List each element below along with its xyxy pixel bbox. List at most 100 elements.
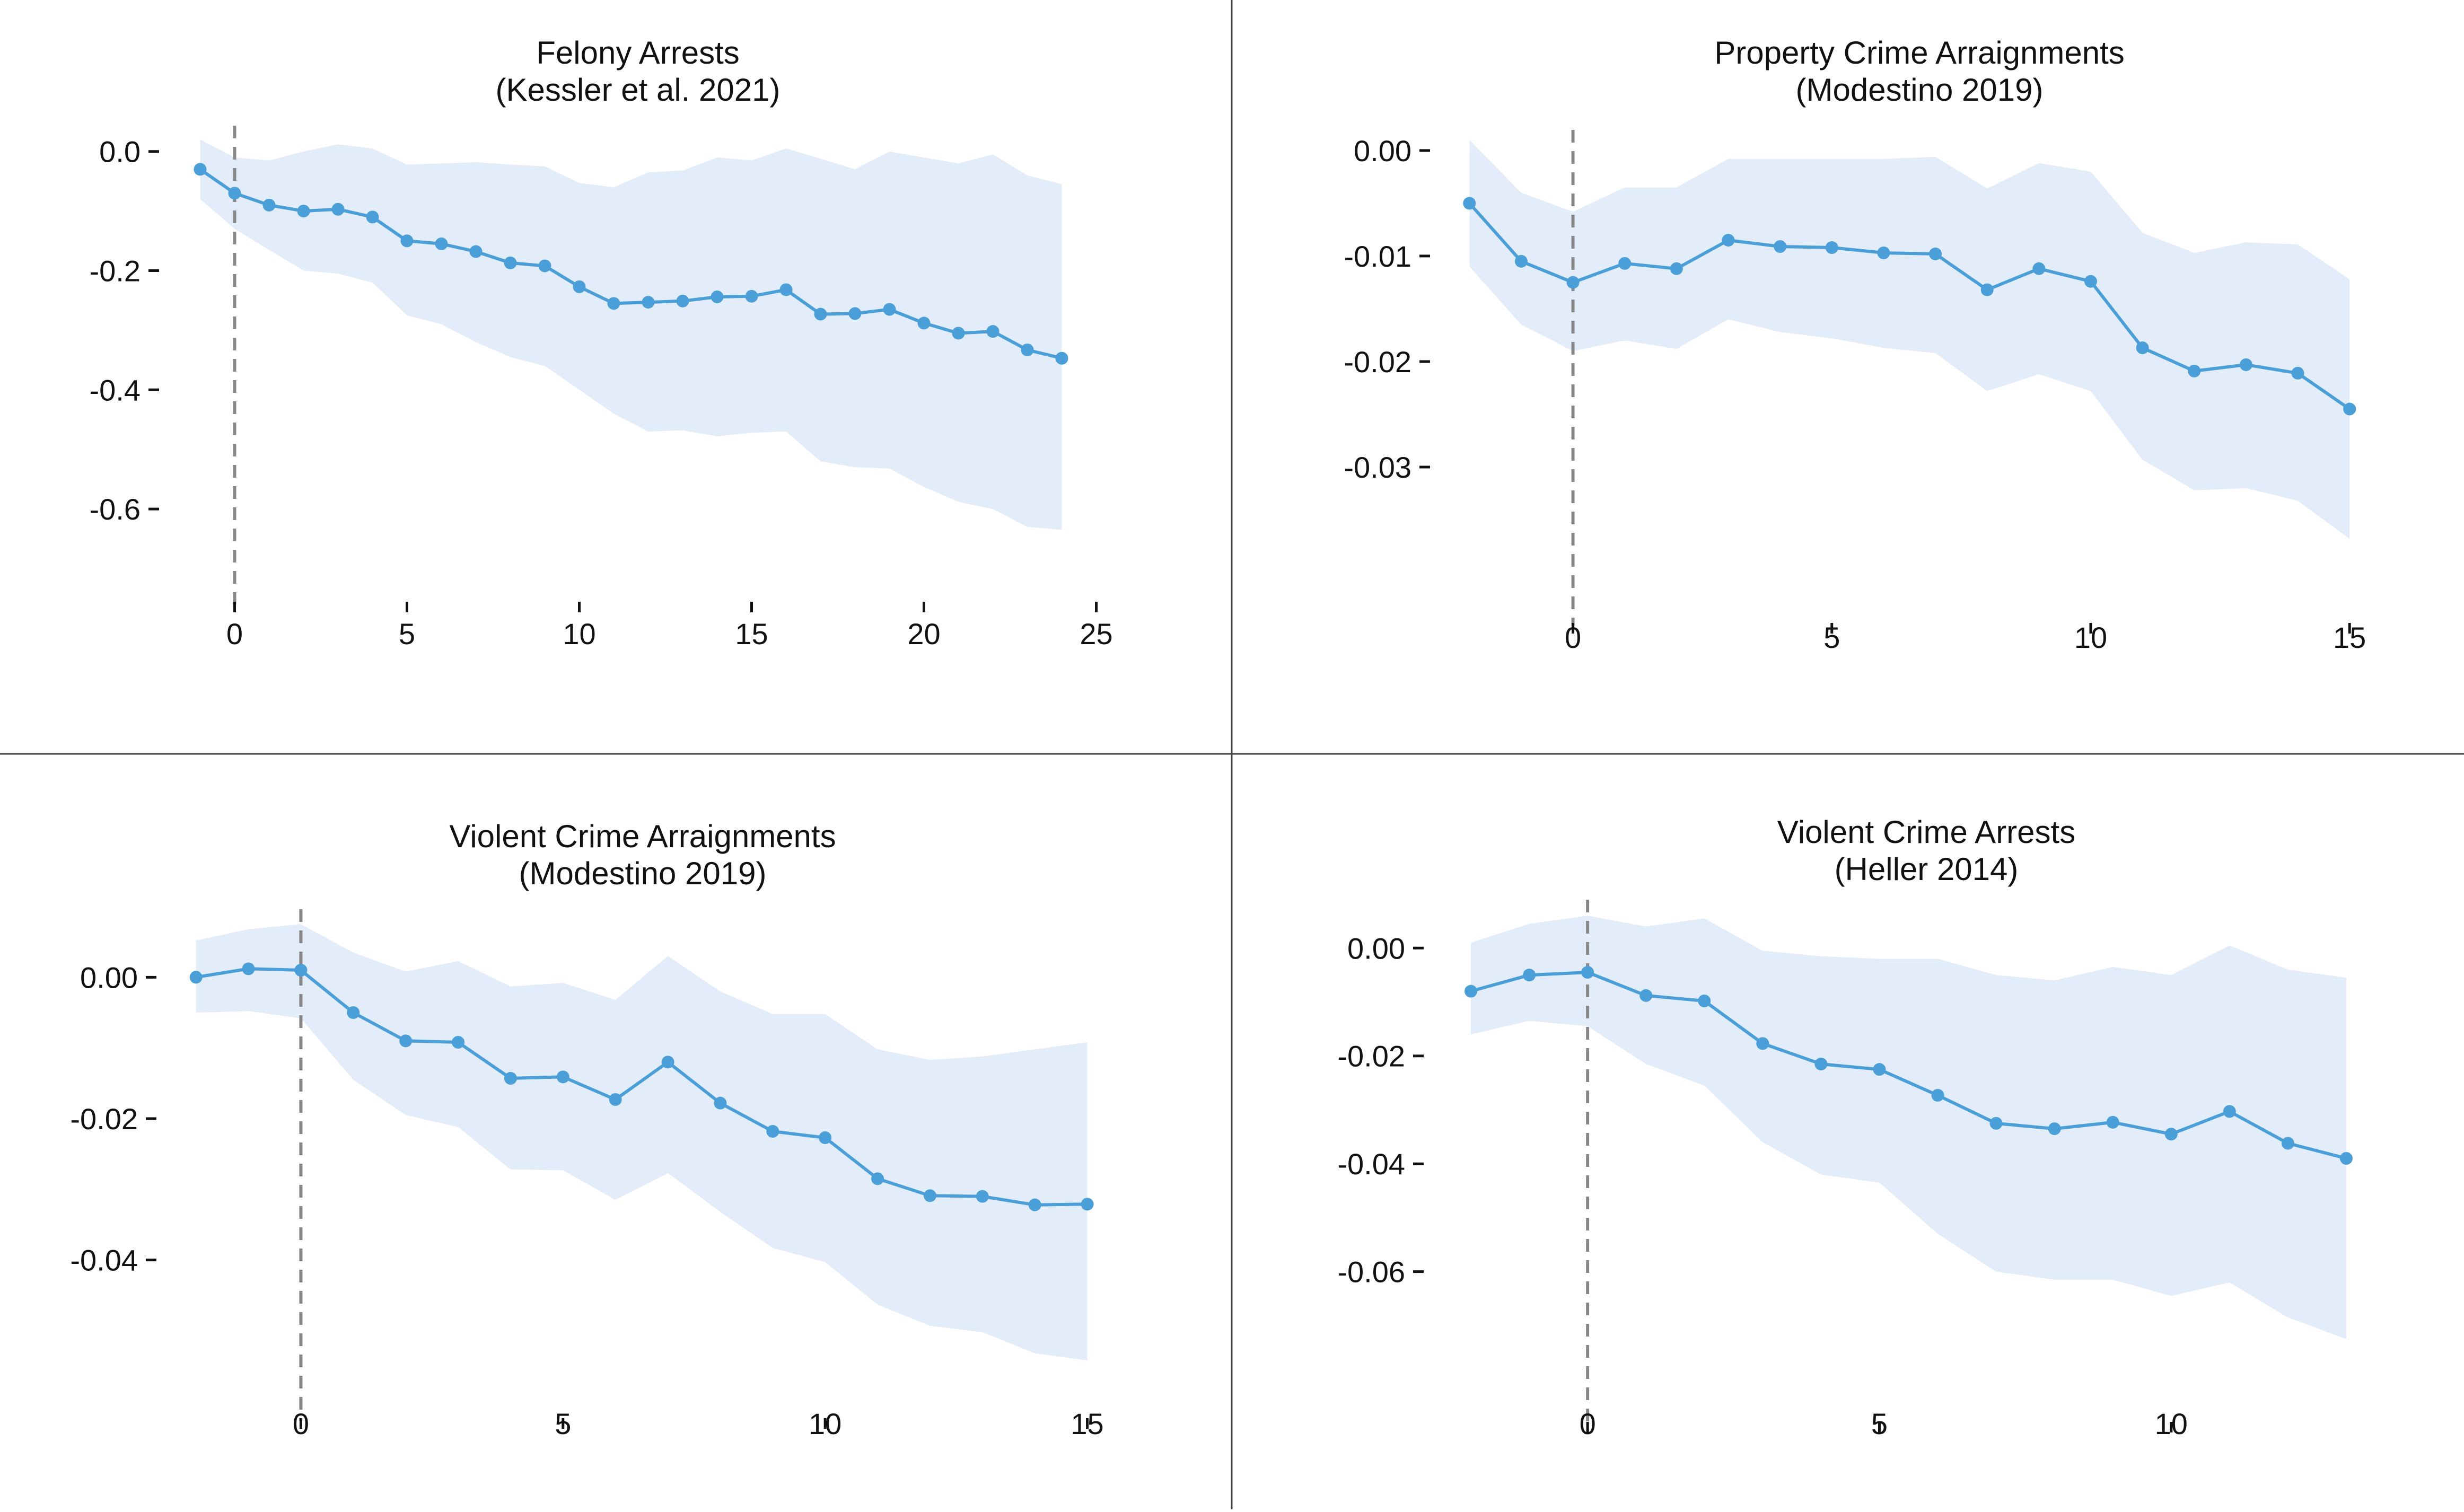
chart-1-data-point	[504, 256, 517, 269]
chart-1-data-point	[1055, 351, 1068, 365]
chart-4-subtitle: (Heller 2014)	[1835, 851, 2019, 887]
chart-1-data-point	[711, 290, 724, 303]
chart-3-x-tick-label: 15	[1071, 1407, 1103, 1440]
chart-2-data-point	[1463, 197, 1476, 210]
chart-4-data-point	[1814, 1058, 1828, 1070]
chart-1-x-tick-label: 25	[1080, 617, 1112, 650]
chart-1-data-point	[883, 303, 896, 316]
chart-2-data-point	[1618, 257, 1632, 270]
chart-2-x-tick-label: 15	[2333, 621, 2366, 654]
chart-3-y-tick-label: -0.02	[70, 1102, 138, 1136]
chart-3-x-tick-label: 0	[293, 1407, 309, 1440]
chart-1-data-point	[1021, 343, 1034, 356]
chart-4-data-point	[1523, 969, 1536, 982]
chart-4-title: Violent Crime Arrests	[1777, 814, 2075, 850]
chart-3-data-point	[504, 1072, 517, 1085]
chart-3-y-tick-label: 0.00	[80, 961, 138, 994]
chart-1-x-tick-label: 0	[226, 617, 243, 650]
chart-4-data-point	[2164, 1128, 2178, 1141]
chart-1-data-point	[228, 187, 241, 200]
chart-4-data-point	[2106, 1115, 2119, 1129]
chart-3-confidence-band	[196, 924, 1088, 1360]
chart-4-data-point	[1581, 966, 1594, 979]
chart-2-data-point	[1774, 240, 1787, 253]
chart-3-data-point	[347, 1006, 360, 1019]
chart-4-data-point	[2281, 1137, 2294, 1150]
chart-3-data-point	[766, 1125, 779, 1138]
chart-2-data-point	[2084, 275, 2097, 288]
chart-4-x-tick-label: 10	[2155, 1407, 2188, 1440]
chart-1-data-point	[194, 163, 207, 176]
chart-3-data-point	[923, 1189, 936, 1202]
chart-2-data-point	[1929, 247, 1942, 260]
chart-2-series-line	[1468, 202, 2351, 410]
chart-3-data-point	[242, 962, 255, 975]
chart-3-y-tick-label: -0.04	[70, 1244, 138, 1277]
chart-2-data-point	[1877, 246, 1890, 259]
chart-2-subtitle: (Modestino 2019)	[1796, 72, 2044, 108]
chart-3-x-tick-label: 5	[555, 1407, 571, 1440]
chart-2-data-point	[2343, 402, 2356, 416]
chart-1-data-point	[745, 289, 758, 303]
chart-2-data-point	[1722, 234, 1735, 247]
chart-1-data-point	[642, 296, 655, 309]
chart-1-subtitle: (Kessler et al. 2021)	[496, 72, 781, 108]
chart-3-data-point	[294, 964, 308, 977]
chart-1-data-point	[469, 245, 483, 258]
chart-2-x-tick-label: 5	[1823, 621, 1840, 654]
chart-3-title: Violent Crime Arraignments	[449, 819, 836, 854]
chart-4-series-line	[1470, 971, 2347, 1160]
chart-4-x-tick-label: 5	[1871, 1407, 1888, 1440]
chart-2-y-tick-label: -0.03	[1344, 451, 1411, 484]
chart-4-y-tick-label: 0.00	[1347, 931, 1405, 965]
chart-4-y-tick-label: -0.02	[1337, 1040, 1405, 1073]
chart-3-data-point	[714, 1096, 727, 1110]
chart-2-data-point	[1566, 276, 1580, 289]
chart-1-x-tick-label: 5	[399, 617, 415, 650]
chart-2-data-point	[2239, 358, 2252, 371]
chart-1-title: Felony Arrests	[536, 35, 739, 71]
chart-4-y-tick-label: -0.04	[1337, 1147, 1405, 1181]
chart-1-data-point	[814, 307, 827, 321]
chart-1-x-tick-label: 10	[563, 617, 595, 650]
chart-1-y-tick-label: -0.2	[90, 254, 141, 288]
chart-1-y-tick-label: -0.6	[90, 493, 141, 526]
chart-4-data-point	[1698, 994, 1711, 1007]
chart-3-x-tick-label: 10	[809, 1407, 841, 1440]
chart-1-confidence-band	[200, 139, 1062, 530]
chart-1-data-point	[779, 283, 793, 296]
chart-2-confidence-band	[1469, 140, 2350, 539]
chart-4-data-point	[1756, 1037, 1769, 1050]
chart-2-data-point	[1825, 241, 1838, 254]
chart-4-data-point	[1639, 989, 1653, 1002]
chart-2-y-tick-label: -0.01	[1344, 240, 1411, 273]
chart-2-data-point	[2291, 366, 2304, 380]
chart-2-data-point	[1980, 283, 1994, 296]
chart-1-data-point	[676, 294, 689, 307]
chart-3-data-point	[661, 1056, 674, 1069]
chart-4-data-point	[2223, 1105, 2236, 1118]
chart-1-y-tick-label: -0.4	[90, 373, 141, 407]
chart-1-data-point	[262, 198, 276, 212]
chart-3-data-point	[399, 1034, 413, 1048]
chart-2-y-tick-label: 0.00	[1354, 134, 1411, 168]
chart-4-data-point	[2339, 1152, 2353, 1165]
chart-1-data-point	[573, 280, 586, 293]
chart-1-data-point	[917, 317, 931, 330]
chart-3-data-point	[452, 1036, 465, 1049]
chart-4-y-tick-label: -0.06	[1337, 1255, 1405, 1289]
chart-4-data-point	[1931, 1089, 1944, 1102]
chart-3-data-point	[819, 1131, 832, 1144]
chart-3-data-point	[871, 1172, 884, 1185]
chart-1-data-point	[400, 234, 414, 248]
chart-3-data-point	[1028, 1198, 1041, 1211]
chart-3-data-point	[189, 971, 203, 984]
chart-3-data-point	[976, 1190, 989, 1203]
chart-3-data-point	[609, 1093, 622, 1106]
chart-1-x-tick-label: 20	[907, 617, 940, 650]
chart-1-y-tick-label: 0.0	[99, 135, 141, 169]
chart-3-data-point	[556, 1070, 569, 1084]
chart-2-x-tick-label: 10	[2074, 621, 2107, 654]
chart-1-data-point	[848, 307, 862, 320]
